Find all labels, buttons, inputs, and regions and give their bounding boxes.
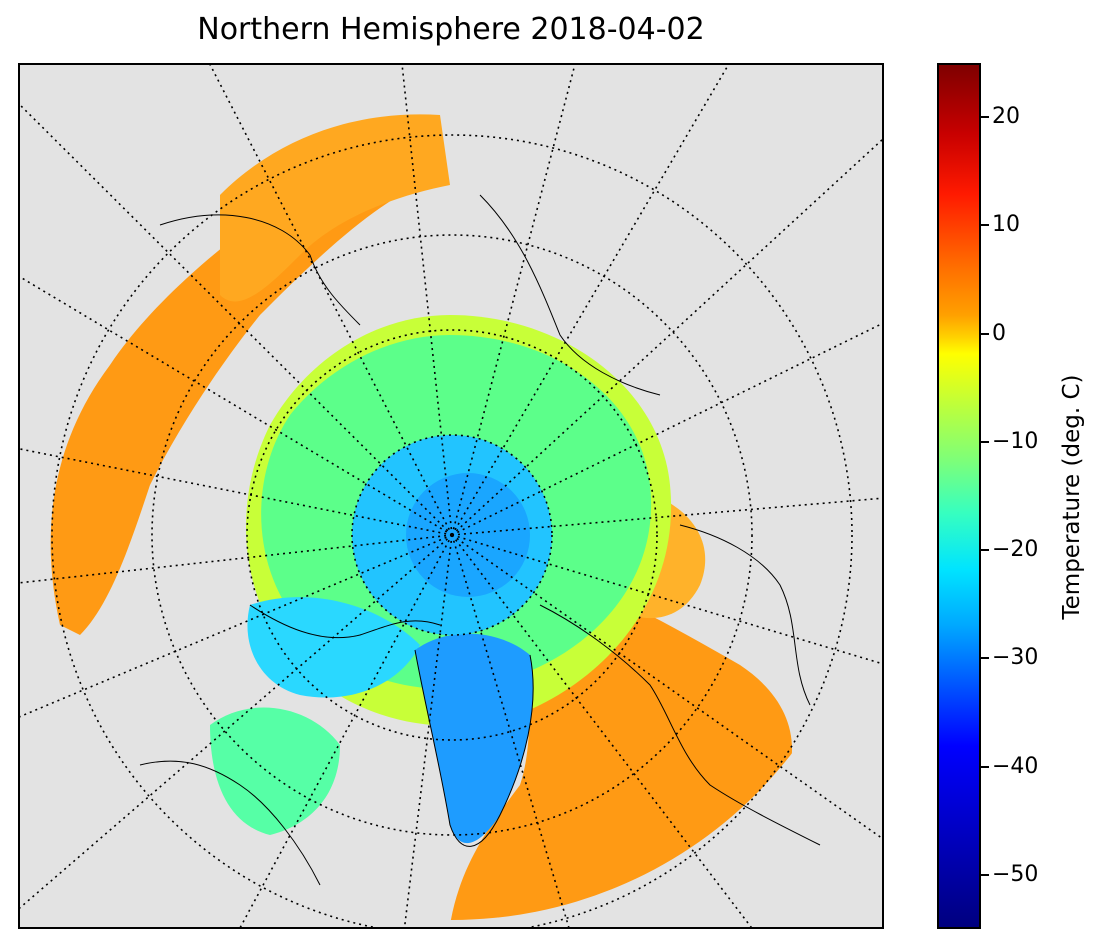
colorbar-tick-label: 10 [992,212,1020,238]
colorbar-tick [981,440,989,443]
coldest-core [406,473,530,597]
colorbar-label: Temperature (deg. C) [1059,374,1085,620]
colorbar-tick-label: −30 [992,645,1039,671]
polar-map-canvas [20,65,882,927]
coastlines [139,194,821,886]
colorbar [937,63,981,929]
warm-region-north-pacific [220,114,450,302]
colorbar-tick [981,765,989,768]
colorbar-tick-label: −40 [992,753,1039,779]
colorbar-tick-label: −10 [992,428,1039,454]
colorbar-tick-label: −50 [992,861,1039,887]
graticule [20,65,882,927]
colorbar-tick-label: −20 [992,537,1039,563]
cold-region-archipelago [247,597,420,698]
warm-region-pacific [50,165,401,635]
colorbar-tick [981,224,989,227]
polar-map [18,63,884,929]
cold-region-greenland [415,633,534,844]
temperature-field [50,114,792,920]
colorbar-tick [981,549,989,552]
colorbar-tick-label: 0 [992,320,1006,346]
map-title: Northern Hemisphere 2018-04-02 [197,12,705,47]
colorbar-tick [981,657,989,660]
colorbar-tick [981,116,989,119]
cool-region-north-america [210,707,340,835]
colorbar-tick [981,332,989,335]
colorbar-tick [981,873,989,876]
colorbar-tick-label: 20 [992,104,1020,130]
